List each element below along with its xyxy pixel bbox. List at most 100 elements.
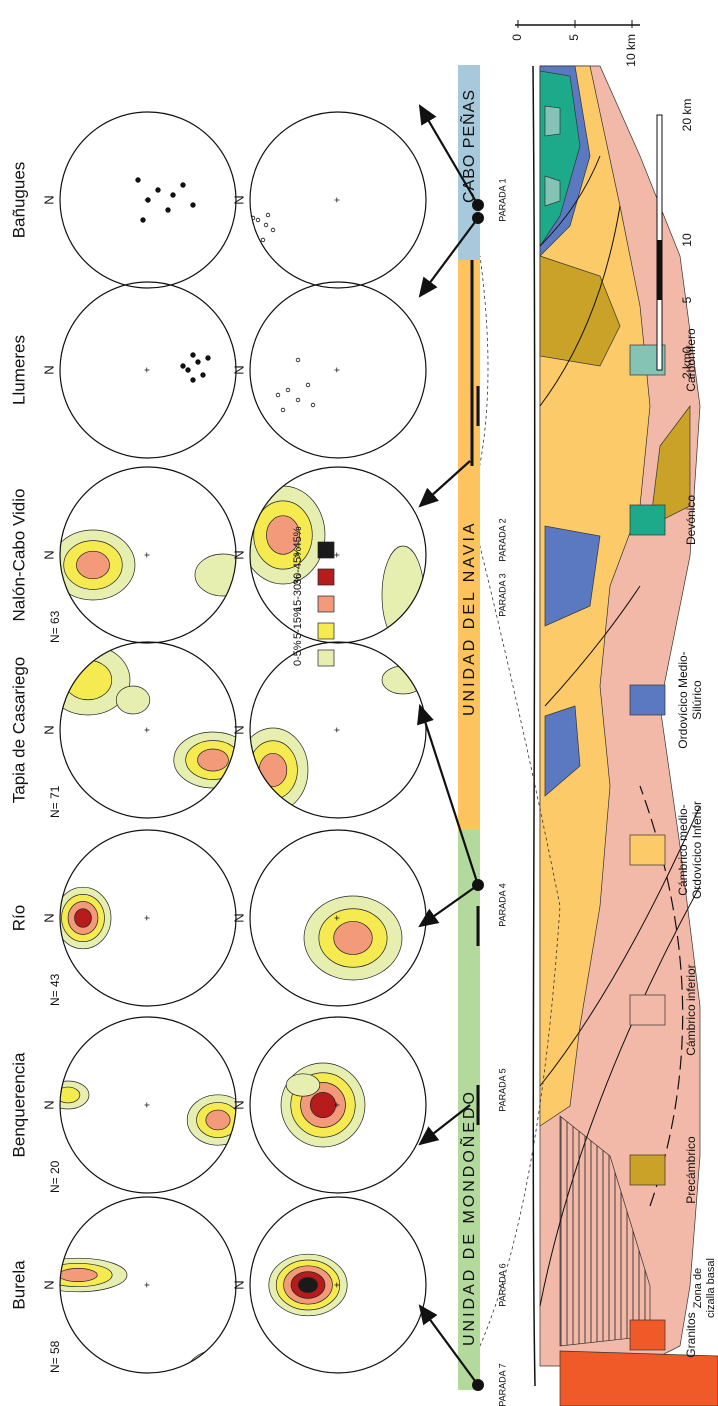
north-label: N <box>41 1100 56 1109</box>
stereonet <box>276 358 315 412</box>
density-contour <box>286 1074 320 1096</box>
pole <box>166 208 171 213</box>
pole <box>191 378 196 383</box>
annotation: cizalla basal <box>705 1258 717 1318</box>
lithology-label: Ordovícico Inferior <box>690 801 704 899</box>
station-name: Tapia de Casariego <box>9 657 28 803</box>
stereonet <box>51 530 251 600</box>
lithology-label: Precámbrico <box>684 1136 698 1204</box>
stereonet <box>304 896 402 980</box>
granitos <box>560 1351 718 1406</box>
unit-label: UNIDAD DE MONDOÑEDO <box>458 1089 478 1346</box>
center-cross: + <box>143 197 154 203</box>
pole-open <box>311 403 315 407</box>
pole-open <box>296 398 300 402</box>
scale-label: 2 km <box>680 353 694 379</box>
stop-label: PARADA 1 <box>497 178 507 221</box>
density-contour <box>259 753 287 786</box>
station-name: Burela <box>9 1260 28 1310</box>
pole-open <box>264 223 268 227</box>
north-label: N <box>231 725 246 734</box>
north-label: N <box>231 365 246 374</box>
station-name: Llumeres <box>9 335 28 405</box>
north-label: N <box>41 725 56 734</box>
carbonifero <box>545 106 560 136</box>
density-contour <box>59 1268 98 1281</box>
pole-open <box>306 383 310 387</box>
legend-swatch <box>318 542 334 558</box>
pole <box>186 368 191 373</box>
density-contour <box>116 686 150 714</box>
lithology-swatch <box>630 1155 665 1185</box>
north-label: N <box>41 913 56 922</box>
scale-label: 5 <box>567 34 581 41</box>
center-cross: + <box>333 915 344 921</box>
lithology-swatch <box>630 1320 665 1350</box>
density-contour <box>76 551 109 579</box>
north-label: N <box>231 550 246 559</box>
north-label: N <box>231 913 246 922</box>
center-cross: + <box>143 915 154 921</box>
n-label: N= 20 <box>48 1160 62 1193</box>
north-label: N <box>41 550 56 559</box>
pole <box>141 218 146 223</box>
pole <box>83 275 88 280</box>
density-contour <box>195 554 251 596</box>
scale-label: 0 <box>510 34 524 41</box>
lithology-label: Devónico <box>684 495 698 545</box>
scale-bar-fill <box>657 240 662 300</box>
stereonet <box>238 666 424 812</box>
density-contour <box>334 921 373 954</box>
stop-label: PARADA 3 <box>497 573 507 616</box>
stop-label: PARADA 2 <box>497 518 507 561</box>
pole <box>181 364 186 369</box>
stereonet <box>281 1063 365 1147</box>
north-label: N <box>231 1280 246 1289</box>
lithology-swatch <box>630 835 665 865</box>
lithology-label: Granitos <box>684 1312 698 1357</box>
pole-open <box>271 228 275 232</box>
stop-label: PARADA 6 <box>497 1263 507 1306</box>
stereonet <box>47 1081 249 1145</box>
annotation: Zona de <box>692 1268 704 1308</box>
pole <box>201 373 206 378</box>
density-contour <box>203 1358 243 1382</box>
north-label: N <box>41 365 56 374</box>
topography <box>533 66 535 1386</box>
center-cross: + <box>143 552 154 558</box>
unit-label: CABO PEÑAS <box>458 89 478 203</box>
north-label: N <box>231 1100 246 1109</box>
lithology-swatch <box>630 505 665 535</box>
center-cross: + <box>333 1102 344 1108</box>
pole <box>191 353 196 358</box>
center-cross: + <box>333 727 344 733</box>
pole <box>181 183 186 188</box>
center-cross: + <box>143 1282 154 1288</box>
center-cross: + <box>143 727 154 733</box>
unit-label: UNIDAD DEL NAVIA <box>461 520 478 716</box>
stereonet <box>55 887 111 949</box>
north-label: N <box>231 195 246 204</box>
lithology-label: Cámbrico inferior <box>684 964 698 1055</box>
pole <box>156 188 161 193</box>
stereonet <box>46 645 252 788</box>
pole-open <box>276 393 280 397</box>
lithology-label: Cámbrico medio- <box>676 804 690 895</box>
station-name: Nalón-Cabo Vidio <box>9 489 28 622</box>
scale-label: 10 km <box>624 34 638 67</box>
pole-open <box>256 218 260 222</box>
scale-label: 0 <box>680 346 694 353</box>
pole-open <box>286 388 290 392</box>
density-contour <box>298 1277 317 1292</box>
station-name: Río <box>9 905 28 931</box>
north-label: N <box>41 195 56 204</box>
legend-swatch <box>318 623 334 639</box>
carbonifero <box>545 176 560 206</box>
legend-swatch <box>318 650 334 666</box>
station-name: Benquerencia <box>9 1052 28 1157</box>
density-contour <box>206 1110 230 1130</box>
north-label: N <box>41 1280 56 1289</box>
scale-label: 10 <box>680 233 694 247</box>
n-label: N= 71 <box>48 785 62 818</box>
stop-label: PARADA 5 <box>497 1068 507 1111</box>
